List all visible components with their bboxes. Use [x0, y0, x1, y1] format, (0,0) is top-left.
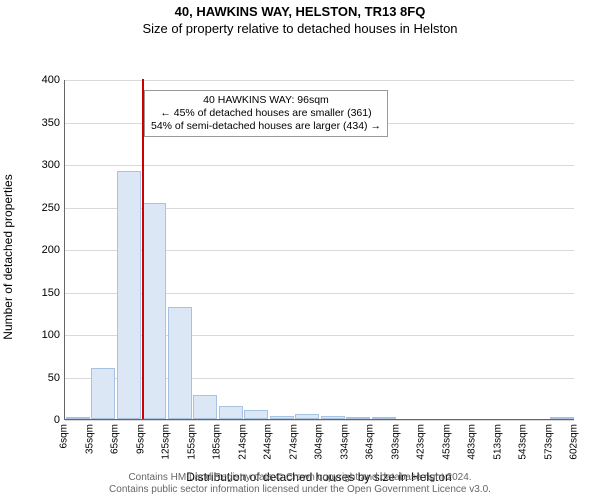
histogram-bar: [270, 416, 294, 419]
x-tick: 334sqm: [339, 424, 350, 460]
y-tick: 400: [34, 74, 60, 86]
x-tick: 214sqm: [237, 424, 248, 460]
x-tick: 35sqm: [84, 424, 95, 454]
y-tick: 100: [34, 329, 60, 341]
x-tick: 304sqm: [314, 424, 325, 460]
page-subtitle: Size of property relative to detached ho…: [0, 19, 600, 36]
x-tick: 274sqm: [288, 424, 299, 460]
footer-line-2: Contains public sector information licen…: [0, 484, 600, 496]
histogram-bar: [91, 368, 115, 419]
y-tick: 0: [34, 414, 60, 426]
histogram-bar: [346, 417, 370, 419]
x-tick: 513sqm: [492, 424, 503, 460]
y-tick: 200: [34, 244, 60, 256]
footer: Contains HM Land Registry data © Crown c…: [0, 472, 600, 496]
y-tick: 50: [34, 372, 60, 384]
footer-line-1: Contains HM Land Registry data © Crown c…: [0, 472, 600, 484]
histogram-bar: [321, 416, 345, 419]
y-axis-label: Number of detached properties: [1, 157, 15, 357]
histogram-bar: [550, 417, 574, 419]
x-tick: 453sqm: [441, 424, 452, 460]
x-tick: 65sqm: [110, 424, 121, 454]
x-tick: 125sqm: [161, 424, 172, 460]
histogram-bar: [117, 171, 141, 419]
x-tick: 602sqm: [569, 424, 580, 460]
x-tick: 393sqm: [390, 424, 401, 460]
x-tick: 155sqm: [186, 424, 197, 460]
y-tick: 150: [34, 287, 60, 299]
histogram-bar: [168, 307, 192, 419]
x-tick: 543sqm: [518, 424, 529, 460]
y-tick: 350: [34, 117, 60, 129]
legend-line-3: 54% of semi-detached houses are larger (…: [151, 120, 381, 133]
x-tick: 573sqm: [543, 424, 554, 460]
histogram-bar: [295, 414, 319, 419]
x-tick: 423sqm: [416, 424, 427, 460]
x-tick: 95sqm: [135, 424, 146, 454]
histogram-bar: [372, 417, 396, 419]
legend-line-2: ← 45% of detached houses are smaller (36…: [151, 107, 381, 120]
y-tick: 250: [34, 202, 60, 214]
page-title: 40, HAWKINS WAY, HELSTON, TR13 8FQ: [0, 0, 600, 19]
x-tick: 483sqm: [467, 424, 478, 460]
histogram-bar: [142, 203, 166, 419]
histogram-bar: [193, 395, 217, 419]
histogram-bar: [219, 406, 243, 419]
legend-line-1: 40 HAWKINS WAY: 96sqm: [151, 94, 381, 107]
y-tick: 300: [34, 159, 60, 171]
chart-legend: 40 HAWKINS WAY: 96sqm ← 45% of detached …: [144, 90, 388, 137]
gridline: [65, 420, 574, 421]
x-tick: 185sqm: [212, 424, 223, 460]
histogram-bar: [66, 417, 90, 419]
histogram-bar: [244, 410, 268, 419]
x-tick: 6sqm: [59, 424, 70, 448]
x-tick: 364sqm: [365, 424, 376, 460]
x-tick: 244sqm: [263, 424, 274, 460]
